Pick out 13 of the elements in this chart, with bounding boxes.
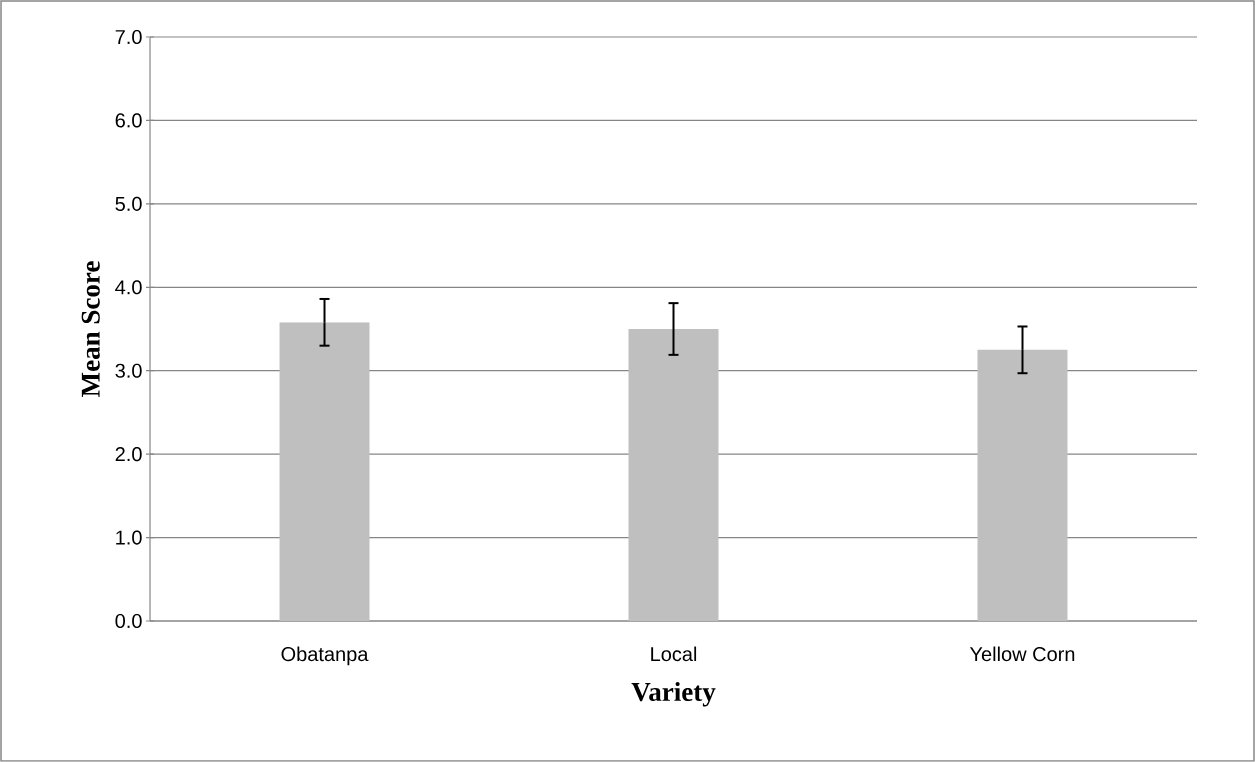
y-tick-label: 1.0 — [116, 530, 142, 545]
y-tick-label: 2.0 — [115, 447, 142, 462]
y-tick-label: 3.0 — [115, 363, 142, 378]
x-axis-title: Variety — [631, 682, 716, 707]
y-tick-label: 4.0 — [115, 280, 142, 295]
x-tick-label: Local — [651, 646, 697, 662]
y-tick-label: 6.0 — [115, 113, 142, 128]
y-tick-label: 7.0 — [115, 29, 142, 45]
y-tick-label: 0.0 — [115, 613, 142, 629]
y-axis-title: Mean Score — [81, 261, 100, 397]
y-tick-label: 5.0 — [115, 196, 142, 211]
x-tick-label: Yellow Corn — [969, 646, 1075, 662]
x-tick-label: Obatanpa — [281, 646, 369, 666]
